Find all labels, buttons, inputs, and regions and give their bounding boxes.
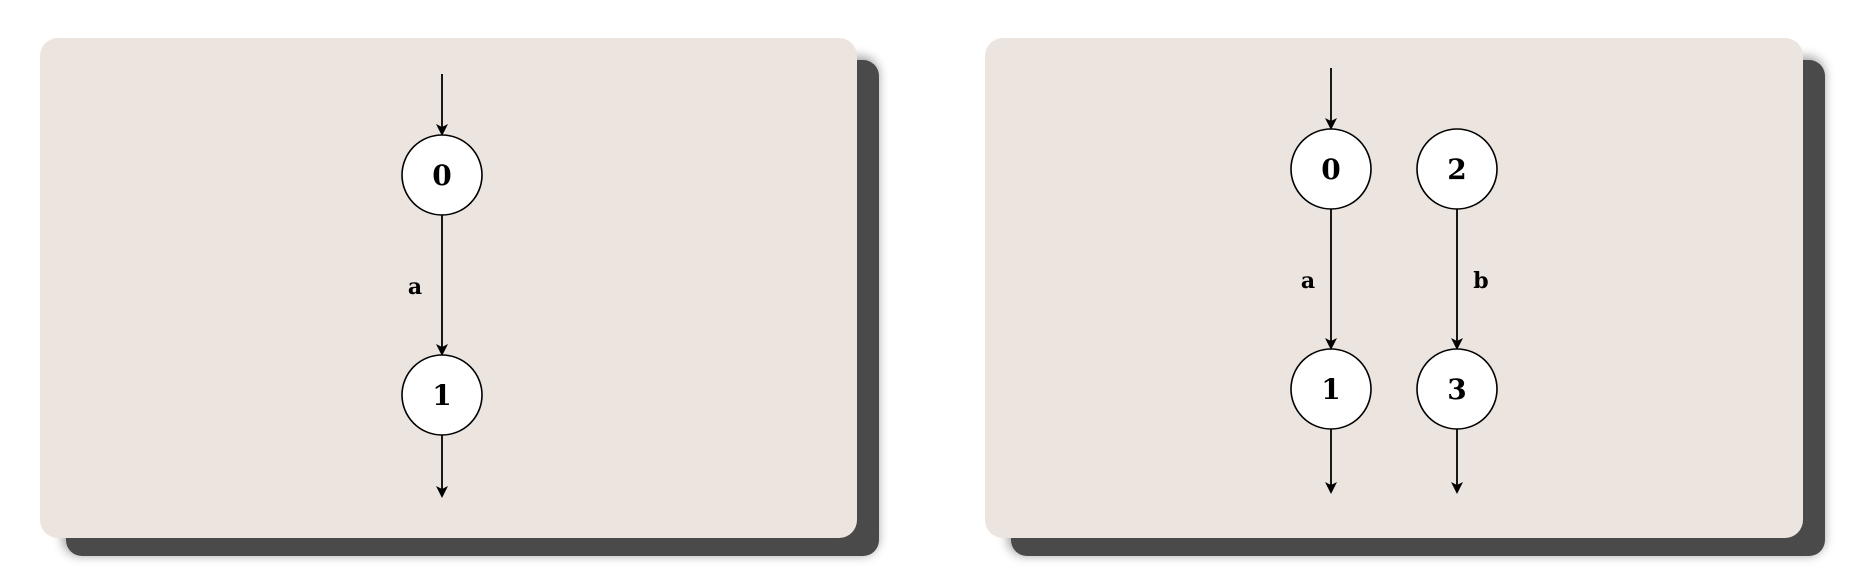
state-label: 1 — [432, 379, 451, 412]
transition-label: a — [408, 274, 422, 300]
automaton-diagram-left: 0 a 1 — [401, 74, 483, 498]
automaton-panel-right: 0 2 a b 1 3 — [985, 38, 1803, 538]
state-label: 0 — [432, 159, 451, 192]
state-node[interactable]: 0 — [1290, 128, 1372, 210]
state-label: 2 — [1447, 153, 1466, 186]
transition-label: a — [1301, 268, 1315, 294]
transition-label: b — [1473, 268, 1488, 294]
state-node[interactable]: 2 — [1416, 128, 1498, 210]
state-node[interactable]: 0 — [401, 134, 483, 216]
state-label: 3 — [1447, 373, 1466, 406]
state-label: 1 — [1321, 373, 1340, 406]
state-node[interactable]: 3 — [1416, 348, 1498, 430]
state-node[interactable]: 1 — [401, 354, 483, 436]
automaton-panel-left: 0 a 1 — [40, 38, 857, 538]
automaton-diagram-right: 0 2 a b 1 3 — [1290, 68, 1498, 494]
state-node[interactable]: 1 — [1290, 348, 1372, 430]
state-label: 0 — [1321, 153, 1340, 186]
